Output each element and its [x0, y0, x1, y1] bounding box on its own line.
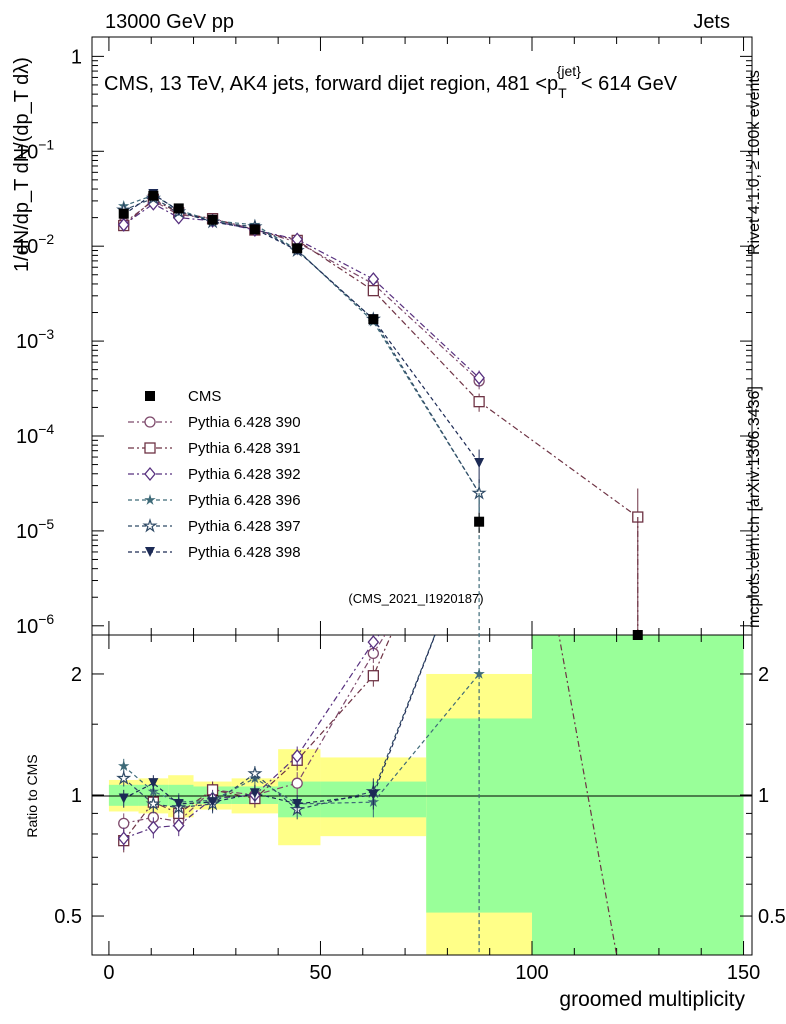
point-data [207, 214, 218, 225]
point-data [368, 314, 379, 325]
main-ytick-label: 10−2 [16, 231, 54, 258]
ratio-point-p397 [145, 796, 161, 811]
main-plot-marks [116, 188, 644, 955]
ratio-ytick-label: 0.5 [54, 906, 82, 928]
ratio-point-p396 [118, 760, 130, 771]
ratio-point-p398 [118, 793, 129, 804]
point-p391 [473, 396, 485, 408]
ratio-line-p391 [123, 635, 392, 842]
ratio-point-p398 [249, 788, 260, 799]
legend: CMS Pythia 6.428 390 Pythia 6.428 391 Pythi… [128, 388, 301, 561]
ratio-ytick-label: 1 [71, 785, 82, 807]
legend-marker-data [145, 391, 155, 401]
ratio-point-p398 [148, 778, 159, 789]
ratio-point-p392 [117, 831, 130, 846]
legend-label-p398: Pythia 6.428 398 [188, 544, 301, 561]
ratio-ylabel: Ratio to CMS [24, 754, 40, 837]
legend-label-p392: Pythia 6.428 392 [188, 466, 301, 483]
legend-label-p397: Pythia 6.428 397 [188, 518, 301, 535]
band-inner-8 [532, 635, 744, 955]
ratio-line-p391 [558, 635, 618, 955]
ratio-line-p396 [123, 673, 480, 805]
rivet-version-label: Rivet 4.1.0, ≥ 100k events [746, 70, 763, 255]
plot-title-sup: {jet} [557, 63, 581, 79]
header-left: 13000 GeV pp [105, 11, 234, 33]
ratio-xtick-label: 0 [103, 962, 114, 984]
legend-marker-p392 [144, 466, 156, 482]
point-data [173, 203, 184, 214]
ratio-line-p398 [123, 635, 436, 805]
ratio-point-p397 [116, 770, 132, 785]
point-p398 [474, 457, 485, 468]
y-axis-label-text: 1/dN/dp_T dN/(dp_T dλ) [11, 57, 33, 272]
main-ytick-label: 1 [71, 46, 82, 68]
ratio-plot-marks [116, 635, 618, 955]
ratio-line-p397 [123, 635, 436, 811]
ratio-xtick-label: 50 [309, 962, 331, 984]
point-data [249, 224, 260, 235]
header-right: Jets [693, 11, 730, 33]
ratio-point-p398 [368, 790, 379, 800]
main-ytick-label: 10−6 [16, 611, 54, 638]
ratio-point-p390 [118, 817, 130, 830]
series-line-p390 [123, 200, 480, 382]
ratio-uncertainty-bands [108, 635, 744, 955]
plot-title-end: < 614 GeV [581, 73, 678, 95]
ratio-point-p392 [367, 635, 380, 650]
legend-marker-p396 [144, 494, 156, 505]
legend-marker-p397 [142, 517, 158, 533]
point-p392 [367, 272, 380, 287]
legend-marker-p398 [145, 547, 155, 557]
point-data [118, 208, 129, 219]
ratio-ytick-label-right: 1 [758, 785, 769, 807]
ratio-point-p398 [173, 798, 184, 809]
main-ytick-label: 10−1 [16, 136, 54, 163]
legend-label-p396: Pythia 6.428 396 [188, 492, 301, 509]
legend-marker-p391 [144, 442, 156, 454]
ratio-xtick-label: 100 [515, 962, 548, 984]
plot-title-main: CMS, 13 TeV, AK4 jets, forward dijet reg… [104, 73, 558, 95]
ratio-point-p391 [367, 670, 379, 682]
y-axis-label: 1/dN/dp_T dN/(dp_T dλ) [11, 57, 33, 272]
ratio-series-group [116, 635, 618, 955]
ratio-ytick-label-right: 0.5 [758, 906, 786, 928]
main-ytick-label: 10−4 [16, 421, 54, 448]
ratio-line-p392 [123, 635, 380, 839]
ratio-ytick-label-right: 2 [758, 664, 769, 686]
ratio-xtick-label: 150 [727, 962, 760, 984]
ratio-ytick-label: 2 [71, 664, 82, 686]
ratio-point-p390 [291, 777, 303, 789]
point-data [632, 630, 643, 640]
legend-label-data: CMS [188, 388, 221, 405]
main-ytick-label: 10−5 [16, 516, 54, 543]
legend-label-p391: Pythia 6.428 391 [188, 440, 301, 457]
mcplots-label: mcplots.cern.ch [arXiv:1306.3436] [746, 386, 763, 628]
point-p391 [367, 284, 379, 297]
series-line-p391 [123, 198, 639, 518]
ratio-point-p398 [292, 798, 303, 809]
plot-title: CMS, 13 TeV, AK4 jets, forward dijet reg… [104, 63, 678, 101]
series-line-p398 [123, 193, 480, 464]
ratio-point-p398 [207, 797, 218, 808]
point-p392 [473, 370, 485, 385]
ratio-point-p392 [147, 820, 160, 835]
ratio-point-p392 [172, 818, 185, 833]
legend-label-p390: Pythia 6.428 390 [188, 414, 301, 431]
series-line-p392 [123, 203, 480, 379]
ratio-point-p397 [247, 765, 263, 781]
main-ytick-label: 10−3 [16, 326, 54, 353]
point-data [148, 190, 159, 201]
legend-marker-p390 [144, 416, 156, 428]
point-data [292, 243, 303, 254]
ratio-point-p392 [291, 749, 304, 764]
analysis-watermark: (CMS_2021_I1920187) [348, 591, 483, 606]
point-p392 [117, 217, 130, 232]
ratio-point-p396 [473, 668, 485, 679]
plot-title-sub: T [558, 85, 567, 101]
point-data [474, 516, 485, 527]
axes: 1 10−1 10−2 10−3 10−4 10−5 10−6 0.5 0.5 1 1 2 2 0 50 10… [16, 37, 786, 984]
x-axis-label: groomed multiplicity [559, 988, 745, 1011]
